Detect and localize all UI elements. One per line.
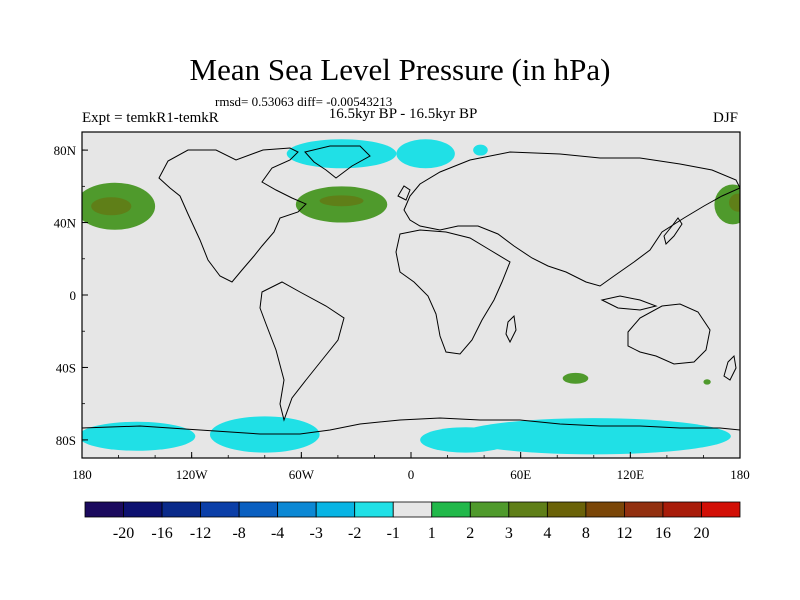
y-tick-label: 80S bbox=[56, 433, 76, 448]
colorbar-label: -20 bbox=[113, 525, 134, 542]
coastline-antarctica bbox=[82, 417, 740, 435]
x-tick-label: 180 bbox=[730, 467, 750, 482]
plot-area bbox=[82, 132, 740, 458]
x-axis: 180 120W 60W 0 60E 120E 180 bbox=[72, 452, 750, 482]
experiment-label: Expt = temkR1-temkR bbox=[82, 110, 219, 126]
colorbar-label: 2 bbox=[466, 525, 474, 542]
colorbar-label: 4 bbox=[543, 525, 551, 542]
anomaly-antarctic-low-atlantic bbox=[420, 427, 512, 453]
y-axis: 80N 40N 0 40S 80S bbox=[54, 143, 88, 448]
colorbar-box bbox=[546, 501, 587, 518]
colorbar-box bbox=[624, 501, 664, 518]
coastline-greenland bbox=[304, 145, 371, 179]
coastline-eurasia bbox=[403, 151, 740, 287]
coastline-africa bbox=[395, 229, 511, 355]
season-label: DJF bbox=[713, 110, 739, 126]
coastline-indonesia bbox=[600, 295, 658, 311]
colorbar-box bbox=[123, 501, 163, 518]
x-tick-label: 120E bbox=[617, 467, 645, 482]
coastline-japan bbox=[663, 217, 683, 245]
colorbar-label: -12 bbox=[190, 525, 211, 542]
coastline-north-america bbox=[158, 147, 307, 283]
coastline-south-america bbox=[259, 281, 345, 422]
coastline-australia bbox=[627, 303, 711, 365]
colorbar-box bbox=[469, 501, 510, 518]
coastline-madagascar bbox=[505, 314, 517, 344]
colorbar-label: 1 bbox=[428, 525, 436, 542]
colorbar-box bbox=[585, 501, 625, 518]
colorbar-box bbox=[354, 501, 394, 518]
anomaly-arctic-low-east bbox=[396, 139, 455, 169]
anomaly-south-pacific-high bbox=[703, 379, 711, 385]
colorbar-label: 16 bbox=[655, 525, 671, 542]
colorbar-box bbox=[392, 501, 433, 518]
colorbar-box bbox=[701, 501, 741, 518]
anomaly-arctic-low bbox=[286, 139, 397, 169]
x-tick-label: 180 bbox=[72, 467, 92, 482]
y-tick-label: 0 bbox=[70, 288, 77, 303]
colorbar-label: -4 bbox=[271, 525, 284, 542]
anomaly-north-atlantic-core bbox=[319, 195, 364, 207]
anomaly-antarctic-low-west bbox=[82, 421, 196, 451]
colorbar-box bbox=[508, 501, 548, 518]
colorbar-label: -2 bbox=[348, 525, 361, 542]
colorbar-label: 8 bbox=[582, 525, 590, 542]
coastlines bbox=[82, 145, 740, 435]
x-tick-label: 60E bbox=[510, 467, 531, 482]
colorbar-box bbox=[161, 501, 201, 518]
y-tick-label: 40S bbox=[56, 360, 76, 375]
colorbar-box bbox=[662, 501, 702, 518]
x-tick-label: 60W bbox=[289, 467, 315, 482]
coastline-uk bbox=[397, 185, 411, 201]
chart-title: Mean Sea Level Pressure (in hPa) bbox=[189, 52, 611, 87]
colorbar-box bbox=[315, 501, 356, 518]
anomaly-north-pacific-east-core bbox=[729, 193, 740, 212]
anomaly-southern-indian-high bbox=[562, 372, 589, 384]
x-tick-label: 0 bbox=[408, 467, 415, 482]
colorbar-label: -3 bbox=[310, 525, 323, 542]
colorbar-box bbox=[277, 501, 317, 518]
colorbar-label: 12 bbox=[616, 525, 632, 542]
anomaly-north-pacific-core bbox=[91, 197, 132, 216]
stats-text: rmsd= 0.53063 diff= -0.00543213 bbox=[215, 94, 393, 109]
colorbar-label: 20 bbox=[693, 525, 709, 542]
y-tick-label: 80N bbox=[54, 143, 77, 158]
colorbar-label: 3 bbox=[505, 525, 513, 542]
colorbar-label: -16 bbox=[151, 525, 172, 542]
y-tick-label: 40N bbox=[54, 216, 77, 231]
colorbar-box bbox=[84, 501, 124, 518]
colorbar-label: -8 bbox=[232, 525, 245, 542]
anomaly-north-pacific-east bbox=[714, 184, 740, 225]
colorbar-box bbox=[200, 501, 240, 518]
x-tick-label: 120W bbox=[176, 467, 209, 482]
anomaly-layer bbox=[82, 139, 740, 455]
colorbar-label: -1 bbox=[387, 525, 400, 542]
coastline-new-zealand bbox=[723, 354, 737, 381]
colorbar-box bbox=[238, 501, 279, 518]
anomaly-arctic-low-small bbox=[473, 144, 488, 156]
colorbar-box bbox=[431, 501, 471, 518]
period-label: 16.5kyr BP - 16.5kyr BP bbox=[328, 106, 478, 122]
colorbar: -20 -16 -12 -8 -4 -3 -2 -1 1 2 3 4 8 12 16 20 bbox=[84, 501, 741, 542]
